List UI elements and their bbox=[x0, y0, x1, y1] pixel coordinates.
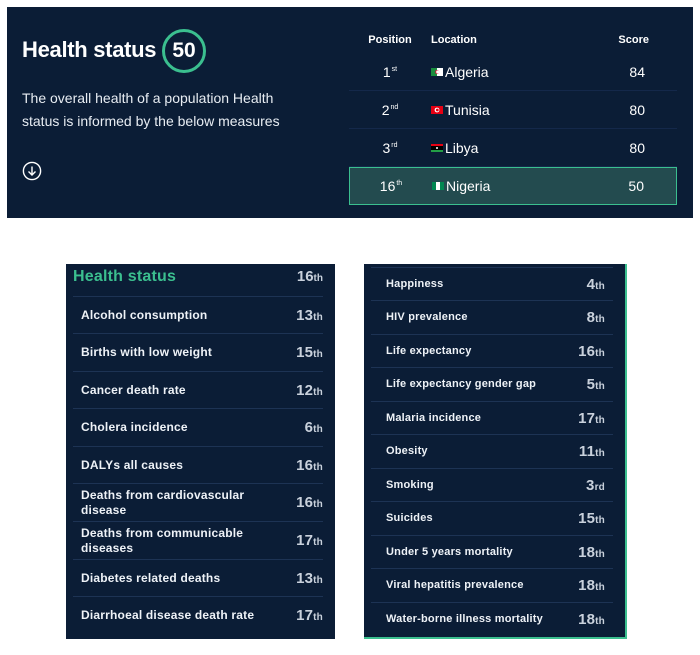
health-status-banner: Health status 50 The overall health of a… bbox=[7, 7, 693, 218]
item-label: Viral hepatitis prevalence bbox=[386, 579, 524, 591]
health-status-list-right: Happiness 4th HIV prevalence 8th Life expect… bbox=[364, 264, 627, 639]
list-title-rank: 16th bbox=[296, 268, 323, 285]
item-rank: 17th bbox=[296, 607, 323, 624]
ranking-position: 2nd bbox=[381, 101, 399, 118]
ranking-position: 16th bbox=[379, 178, 403, 194]
ranking-position: 1st bbox=[382, 63, 398, 80]
list-item[interactable]: Births with low weight 15th bbox=[73, 333, 323, 371]
list-item[interactable]: Smoking 3rd bbox=[371, 468, 613, 501]
ranking-location: Algeria bbox=[431, 64, 601, 80]
list-item[interactable]: Life expectancy 16th bbox=[371, 334, 613, 367]
item-rank: 3rd bbox=[586, 476, 605, 494]
ranking-table: Position Location Score 1st Algeria 84 2nd T… bbox=[349, 26, 677, 205]
list-item[interactable]: Diarrhoeal disease death rate 17th bbox=[73, 596, 323, 634]
item-rank: 17th bbox=[296, 532, 323, 549]
list-item[interactable]: Water-borne illness mortality 18th bbox=[371, 602, 613, 635]
item-label: Cancer death rate bbox=[81, 382, 186, 397]
column-header-score: Score bbox=[618, 33, 649, 46]
item-label: Happiness bbox=[386, 277, 444, 290]
item-rank: 18th bbox=[578, 610, 605, 628]
health-status-list-left: Health status 16th Alcohol consumption 13… bbox=[66, 264, 335, 639]
list-item[interactable]: Life expectancy gender gap 5th bbox=[371, 367, 613, 401]
ranking-location: Tunisia bbox=[431, 102, 601, 118]
item-label: Diabetes related deaths bbox=[81, 570, 221, 585]
ranking-location: Libya bbox=[431, 140, 601, 156]
item-rank: 15th bbox=[578, 510, 605, 527]
nigeria-flag-icon bbox=[432, 182, 446, 190]
list-item[interactable]: Suicides 15th bbox=[371, 501, 613, 535]
item-rank: 13th bbox=[296, 306, 323, 324]
item-label: DALYs all causes bbox=[81, 457, 184, 472]
item-label: Diarrhoeal disease death rate bbox=[81, 608, 255, 622]
item-rank: 18th bbox=[578, 543, 605, 561]
item-rank: 16th bbox=[578, 342, 605, 360]
item-label: Deaths from cardiovascular disease bbox=[81, 487, 245, 517]
description: The overall health of a population Healt… bbox=[22, 90, 280, 129]
list-item[interactable]: Alcohol consumption 13th bbox=[73, 296, 323, 333]
item-rank: 18th bbox=[578, 577, 605, 594]
item-label: HIV prevalence bbox=[386, 311, 468, 323]
column-header-position: Position bbox=[368, 33, 412, 46]
item-rank: 16th bbox=[296, 456, 323, 474]
column-header-location: Location bbox=[431, 33, 477, 46]
score-value: 50 bbox=[172, 39, 196, 62]
list-item[interactable]: Deaths from cardiovascular disease 16th bbox=[73, 483, 323, 521]
list-title: Health status bbox=[73, 268, 177, 285]
list-item[interactable]: Malaria incidence 17th bbox=[371, 401, 613, 434]
item-rank: 16th bbox=[296, 494, 323, 511]
list-item[interactable]: Obesity 11th bbox=[371, 434, 613, 468]
arrow-down-circle-icon[interactable] bbox=[22, 161, 42, 181]
page-title: Health status bbox=[22, 37, 157, 62]
item-rank: 5th bbox=[586, 376, 605, 393]
ranking-score: 50 bbox=[628, 178, 644, 194]
item-rank: 4th bbox=[586, 275, 605, 293]
item-label: Under 5 years mortality bbox=[386, 545, 513, 558]
list-item[interactable]: Deaths from communicable diseases 17th bbox=[73, 521, 323, 559]
item-rank: 15th bbox=[296, 344, 323, 361]
item-label: Malaria incidence bbox=[386, 411, 482, 424]
item-rank: 17th bbox=[578, 409, 605, 427]
item-rank: 11th bbox=[578, 443, 605, 460]
list-item[interactable]: Viral hepatitis prevalence 18th bbox=[371, 568, 613, 602]
item-rank: 12th bbox=[296, 381, 323, 399]
item-label: Deaths from communicable diseases bbox=[81, 525, 244, 555]
algeria-flag-icon bbox=[431, 67, 445, 76]
ranking-position: 3rd bbox=[382, 139, 398, 156]
list-item[interactable]: Cancer death rate 12th bbox=[73, 371, 323, 408]
ranking-score: 80 bbox=[629, 139, 645, 156]
list-item[interactable]: Diabetes related deaths 13th bbox=[73, 559, 323, 596]
item-label: Life expectancy gender gap bbox=[386, 378, 537, 390]
ranking-location: Nigeria bbox=[432, 178, 602, 194]
item-label: Water-borne illness mortality bbox=[386, 612, 543, 625]
ranking-score: 84 bbox=[629, 63, 645, 80]
list-item[interactable]: Cholera incidence 6th bbox=[73, 408, 323, 446]
list-item[interactable]: Under 5 years mortality 18th bbox=[371, 535, 613, 568]
list-item[interactable]: Happiness 4th bbox=[371, 267, 613, 300]
item-label: Life expectancy bbox=[386, 344, 472, 357]
list-item[interactable]: DALYs all causes 16th bbox=[73, 446, 323, 483]
ranking-score: 80 bbox=[629, 101, 645, 118]
item-rank: 13th bbox=[296, 569, 323, 587]
score-ring: 50 bbox=[162, 29, 206, 73]
item-label: Alcohol consumption bbox=[81, 307, 208, 322]
list-item[interactable]: HIV prevalence 8th bbox=[371, 300, 613, 334]
item-label: Suicides bbox=[386, 512, 433, 524]
item-rank: 6th bbox=[304, 419, 323, 436]
item-label: Births with low weight bbox=[81, 345, 213, 359]
item-label: Cholera incidence bbox=[81, 420, 188, 434]
tunisia-flag-icon bbox=[431, 105, 445, 114]
item-rank: 8th bbox=[586, 309, 605, 326]
ranking-row[interactable]: 1st Algeria 84 bbox=[349, 53, 677, 91]
ranking-header: Position Location Score bbox=[349, 26, 677, 53]
ranking-row[interactable]: 3rd Libya 80 bbox=[349, 129, 677, 167]
ranking-row[interactable]: 16th Nigeria 50 bbox=[349, 167, 677, 205]
item-label: Obesity bbox=[386, 445, 428, 457]
libya-flag-icon bbox=[431, 143, 445, 152]
ranking-row[interactable]: 2nd Tunisia 80 bbox=[349, 91, 677, 129]
item-label: Smoking bbox=[386, 478, 434, 491]
